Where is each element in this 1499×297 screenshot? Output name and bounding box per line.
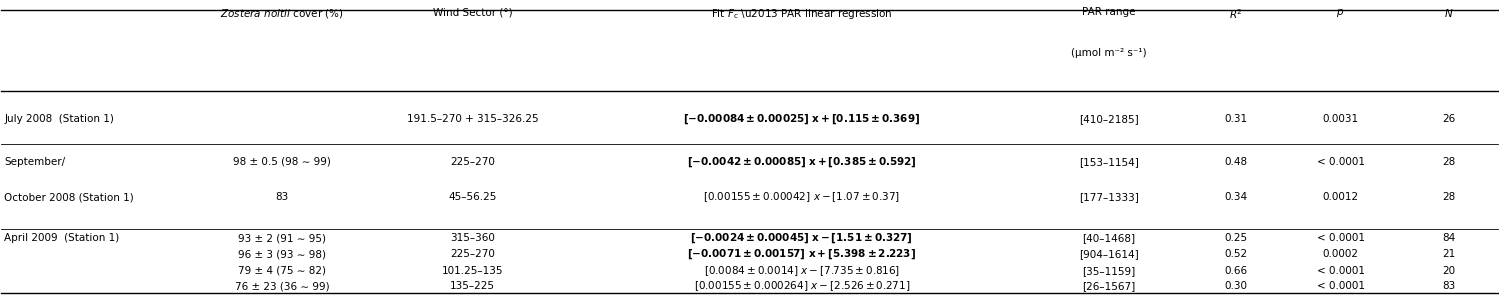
Text: 96 ± 3 (93 ∼ 98): 96 ± 3 (93 ∼ 98) — [238, 249, 325, 259]
Text: $\mathbf{[-0.0071 \pm 0.00157]\ x + [5.398 \pm 2.223]}$: $\mathbf{[-0.0071 \pm 0.00157]\ x + [5.3… — [688, 248, 916, 261]
Text: [177–1333]: [177–1333] — [1079, 192, 1139, 202]
Text: 93 ± 2 (91 ∼ 95): 93 ± 2 (91 ∼ 95) — [238, 233, 325, 243]
Text: [410–2185]: [410–2185] — [1079, 114, 1138, 124]
Text: 0.34: 0.34 — [1225, 192, 1247, 202]
Text: 28: 28 — [1442, 157, 1456, 167]
Text: 0.31: 0.31 — [1225, 114, 1247, 124]
Text: [40–1468]: [40–1468] — [1082, 233, 1135, 243]
Text: July 2008  (Station 1): July 2008 (Station 1) — [4, 114, 114, 124]
Text: $R^2$: $R^2$ — [1229, 7, 1243, 21]
Text: $[0.00155 \pm 0.00042]\ x - [1.07 \pm 0.37]$: $[0.00155 \pm 0.00042]\ x - [1.07 \pm 0.… — [703, 190, 901, 204]
Text: $\mathbf{[-0.0042 \pm 0.00085]\ x + [0.385 \pm 0.592]}$: $\mathbf{[-0.0042 \pm 0.00085]\ x + [0.3… — [687, 155, 917, 168]
Text: April 2009  (Station 1): April 2009 (Station 1) — [4, 233, 120, 243]
Text: 79 ± 4 (75 ∼ 82): 79 ± 4 (75 ∼ 82) — [238, 266, 325, 276]
Text: 225–270: 225–270 — [450, 157, 495, 167]
Text: 76 ± 23 (36 ∼ 99): 76 ± 23 (36 ∼ 99) — [235, 281, 330, 291]
Text: PAR range: PAR range — [1082, 7, 1135, 17]
Text: 0.0031: 0.0031 — [1322, 114, 1358, 124]
Text: $\mathbf{[-0.00084 \pm 0.00025]\ x + [0.115 \pm 0.369]}$: $\mathbf{[-0.00084 \pm 0.00025]\ x + [0.… — [684, 112, 920, 126]
Text: 83: 83 — [1442, 281, 1456, 291]
Text: 191.5–270 + 315–326.25: 191.5–270 + 315–326.25 — [406, 114, 538, 124]
Text: [35–1159]: [35–1159] — [1082, 266, 1135, 276]
Text: Wind Sector (°): Wind Sector (°) — [433, 7, 513, 17]
Text: $\it{Zostera\ noltii}$ cover (%): $\it{Zostera\ noltii}$ cover (%) — [220, 7, 343, 20]
Text: 0.0002: 0.0002 — [1322, 249, 1358, 259]
Text: 84: 84 — [1442, 233, 1456, 243]
Text: September/: September/ — [4, 157, 66, 167]
Text: (μmol m⁻² s⁻¹): (μmol m⁻² s⁻¹) — [1070, 48, 1147, 59]
Text: 0.30: 0.30 — [1225, 281, 1247, 291]
Text: [904–1614]: [904–1614] — [1079, 249, 1138, 259]
Text: < 0.0001: < 0.0001 — [1316, 281, 1364, 291]
Text: $[0.0084 \pm 0.0014]\ x - [7.735 \pm 0.816]$: $[0.0084 \pm 0.0014]\ x - [7.735 \pm 0.8… — [705, 264, 899, 277]
Text: 0.0012: 0.0012 — [1322, 192, 1358, 202]
Text: $\mathbf{[-0.0024 \pm 0.00045]\ x - [1.51 \pm 0.327]}$: $\mathbf{[-0.0024 \pm 0.00045]\ x - [1.5… — [691, 231, 913, 245]
Text: < 0.0001: < 0.0001 — [1316, 266, 1364, 276]
Text: [153–1154]: [153–1154] — [1079, 157, 1139, 167]
Text: 135–225: 135–225 — [450, 281, 495, 291]
Text: 0.52: 0.52 — [1225, 249, 1247, 259]
Text: 315–360: 315–360 — [450, 233, 495, 243]
Text: $[0.00155 \pm 0.000264]\ x - [2.526 \pm 0.271]$: $[0.00155 \pm 0.000264]\ x - [2.526 \pm … — [694, 279, 910, 293]
Text: 98 ± 0.5 (98 ∼ 99): 98 ± 0.5 (98 ∼ 99) — [232, 157, 331, 167]
Text: Fit $F_{\mathrm{c}}$ \u2013 PAR linear regression: Fit $F_{\mathrm{c}}$ \u2013 PAR linear r… — [711, 7, 893, 21]
Text: 0.48: 0.48 — [1225, 157, 1247, 167]
Text: 20: 20 — [1442, 266, 1456, 276]
Text: 0.66: 0.66 — [1225, 266, 1247, 276]
Text: 21: 21 — [1442, 249, 1456, 259]
Text: < 0.0001: < 0.0001 — [1316, 157, 1364, 167]
Text: 28: 28 — [1442, 192, 1456, 202]
Text: 26: 26 — [1442, 114, 1456, 124]
Text: 0.25: 0.25 — [1225, 233, 1247, 243]
Text: < 0.0001: < 0.0001 — [1316, 233, 1364, 243]
Text: 45–56.25: 45–56.25 — [448, 192, 496, 202]
Text: 225–270: 225–270 — [450, 249, 495, 259]
Text: 101.25–135: 101.25–135 — [442, 266, 504, 276]
Text: $p$: $p$ — [1337, 7, 1345, 19]
Text: [26–1567]: [26–1567] — [1082, 281, 1135, 291]
Text: October 2008 (Station 1): October 2008 (Station 1) — [4, 192, 133, 202]
Text: 83: 83 — [276, 192, 288, 202]
Text: $N$: $N$ — [1444, 7, 1454, 19]
